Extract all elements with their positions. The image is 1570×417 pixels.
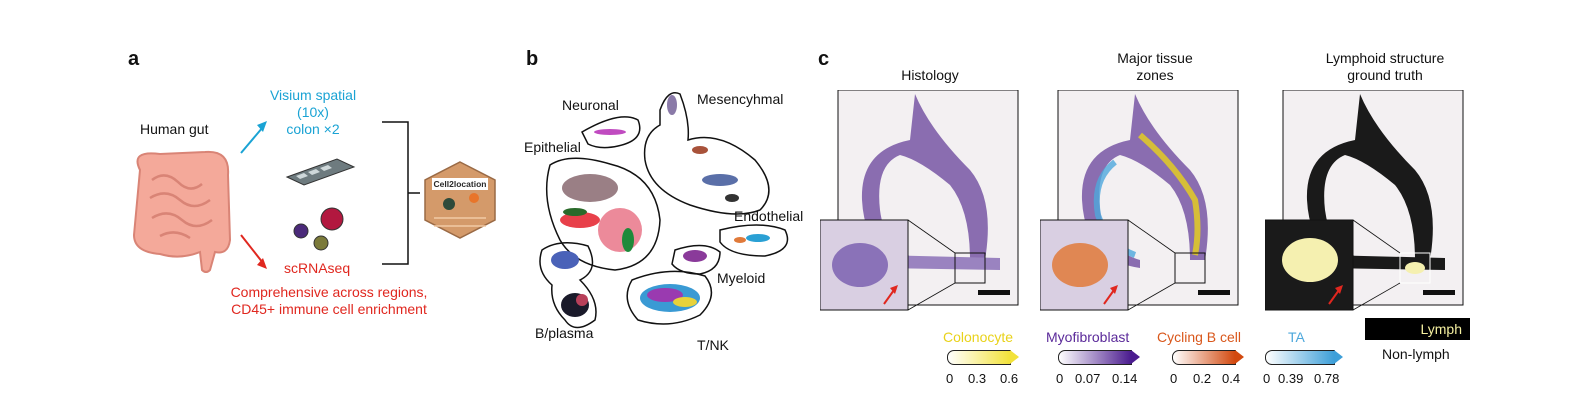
bracket [382,121,420,265]
legend-colonocyte-label: Colonocyte [943,329,1014,345]
outline-myeloid [671,244,721,275]
legend-colonocyte-tick2: 0.6 [1000,371,1019,386]
col1-title: Histology [901,67,959,83]
tissue-zones-image [1040,90,1239,311]
umap-plot [539,92,789,329]
note-line2: CD45+ immune cell enrichment [231,301,427,317]
lymph-legend: Lymph [1365,318,1470,340]
legend-myofibroblast-tick0: 0 [1056,371,1064,386]
cluster-mesenchymal: Mesencyhmal [697,91,784,107]
outline-epithelial [545,157,661,271]
legend-cycling-b-tick0: 0 [1170,371,1178,386]
visium-label-line3: colon ×2 [286,121,340,137]
legend-cycling-b-label: Cycling B cell [1157,329,1242,345]
logo-text: Cell2location [434,179,487,189]
lymphoid-ground-truth-image [1265,90,1464,311]
legend-cycling-b-tick1: 0.2 [1193,371,1212,386]
visium-label-line2: (10x) [297,104,329,120]
cluster-neuronal: Neuronal [562,97,619,113]
cluster-bplasma: B/plasma [535,325,594,341]
legend-ta-bar [1265,350,1343,365]
cells-icon [293,207,344,251]
nonlymph-legend: Non-lymph [1382,346,1450,362]
note-line1: Comprehensive across regions, [230,284,428,300]
col3-title-line1: Lymphoid structure [1325,50,1445,66]
legend-myofibroblast-bar [1058,350,1140,365]
outline-bplasma [539,242,597,329]
cluster-tnk: T/NK [697,337,729,353]
gut-illustration [132,150,232,273]
outline-endothelial [719,224,789,257]
visium-slide-icon [285,158,356,186]
histology-image [820,90,1019,311]
legend-cycling-b-tick2: 0.4 [1222,371,1241,386]
panel-a-letter: a [128,48,140,70]
cluster-endothelial: Endothelial [734,208,804,224]
arrows [240,121,267,269]
legend-myofibroblast-tick2: 0.14 [1112,371,1138,386]
cluster-myeloid: Myeloid [717,270,766,286]
col3-title-line2: ground truth [1347,67,1423,83]
human-gut-label: Human gut [140,121,209,137]
col2-title-line1: Major tissue [1117,50,1193,66]
legend-colonocyte-bar [947,350,1019,365]
cell2location-logo: Cell2location [424,161,496,239]
outline-tnk [626,270,713,325]
legend-ta-label: TA [1288,329,1305,345]
legend-myofibroblast-label: Myofibroblast [1046,329,1130,345]
visium-label-line1: Visium spatial [269,87,357,103]
cluster-epithelial: Epithelial [524,139,581,155]
legend-ta-tick1: 0.39 [1278,371,1304,386]
legend-cycling-b-bar [1172,350,1244,365]
outline-neuronal [581,116,641,149]
panel-c-letter: c [818,48,830,70]
outline-mesenchymal [643,92,770,215]
legend-ta-tick0: 0 [1263,371,1271,386]
col2-title-line2: zones [1136,67,1174,83]
scrnaseq-label: scRNAseq [284,260,351,276]
panel-b-letter: b [526,48,539,70]
legend-myofibroblast-tick1: 0.07 [1075,371,1101,386]
legend-colonocyte-tick0: 0 [946,371,954,386]
legend-ta-tick2: 0.78 [1314,371,1340,386]
legend-colonocyte-tick1: 0.3 [968,371,987,386]
